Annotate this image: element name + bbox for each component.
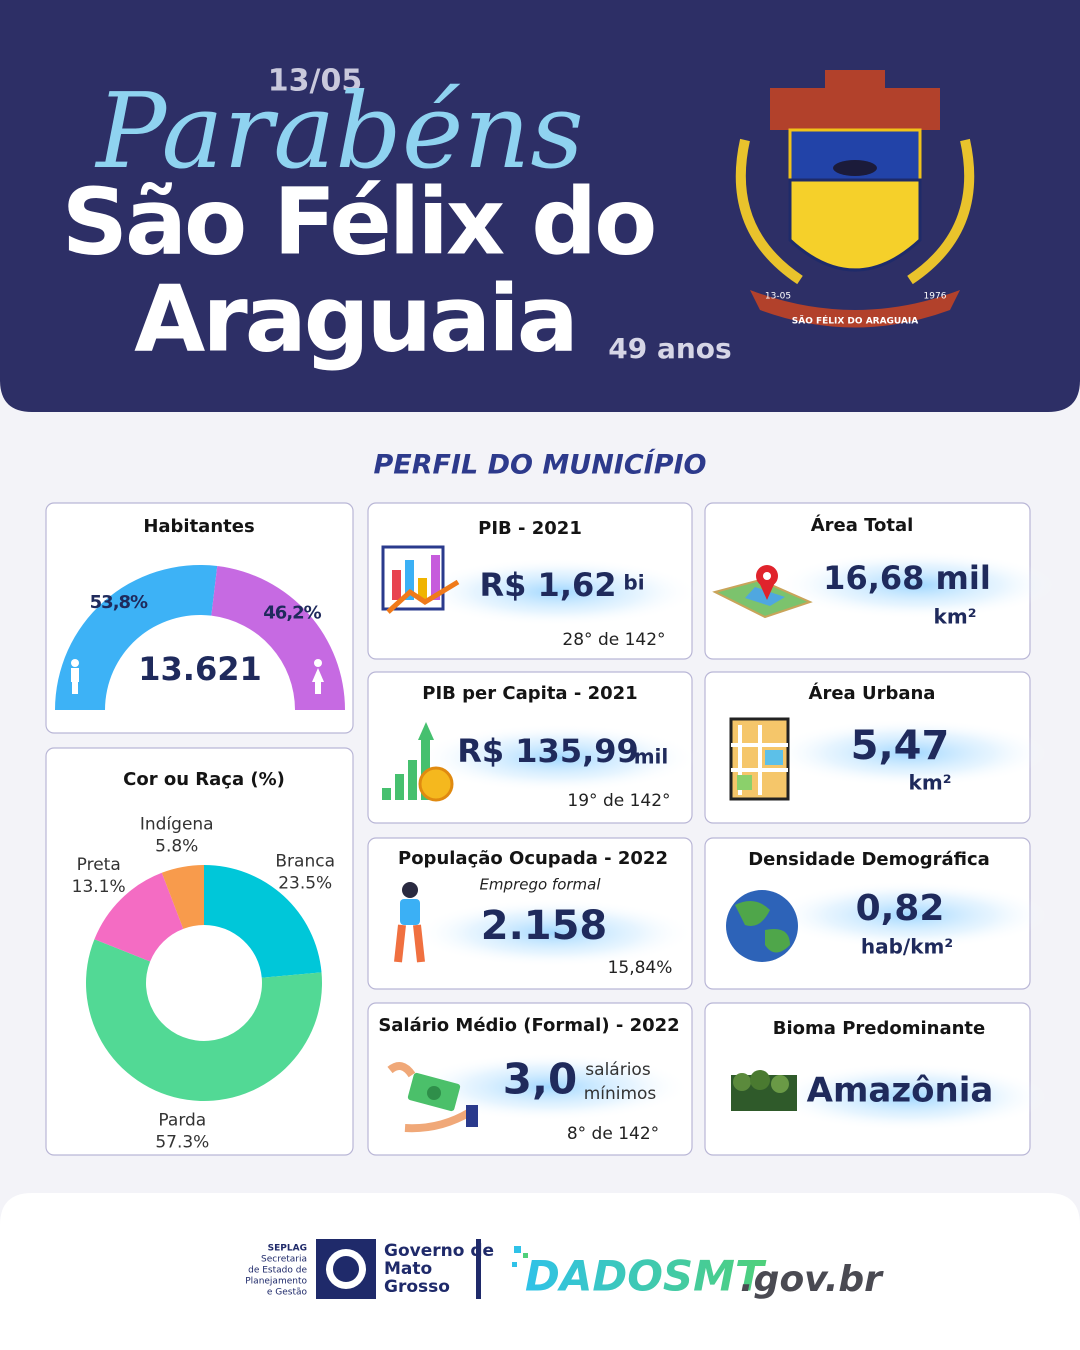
icon-person [315, 682, 321, 694]
governo-text: Grosso [384, 1277, 450, 1297]
card-title: População Ocupada - 2022 [398, 848, 668, 869]
donut-segment [204, 865, 322, 978]
icon-person [394, 882, 425, 963]
card-value: R$ 1,62 [480, 566, 617, 604]
site-suffix: .gov.br [740, 1259, 884, 1300]
value-label: 5.8% [155, 836, 198, 856]
card-title: Bioma Predominante [773, 1018, 985, 1039]
card-title: PIB per Capita - 2021 [422, 683, 637, 704]
site-main: DADOSMT [525, 1252, 767, 1301]
value-glow [414, 899, 694, 967]
donut-segment [94, 872, 184, 962]
dados-dots [512, 1246, 528, 1267]
donut-segment [161, 865, 204, 929]
icon-person [72, 682, 78, 694]
seplag-text: SEPLAG [268, 1244, 307, 1254]
card-rank: 8° de 142° [567, 1124, 659, 1144]
seplag-text: e Gestão [267, 1288, 308, 1298]
seplag-text: Planejamento [245, 1277, 307, 1287]
emblem-ribbon: SÃO FÉLIX DO ARAGUAIA [792, 315, 919, 327]
card-rank: 15,84% [608, 958, 673, 978]
value-glow [770, 719, 1050, 787]
card-habitantes [45, 502, 354, 734]
greeting: Parabéns [94, 70, 584, 192]
category-label: Preta [77, 855, 121, 875]
card-unit: bi [623, 571, 644, 595]
card-subtitle: Emprego formal [479, 876, 601, 894]
icon-globe [726, 890, 798, 962]
governo-text: Governo de [384, 1241, 494, 1261]
card-value: 16,68 mil [823, 559, 991, 597]
card-unit: km² [909, 771, 952, 795]
chart-title: Habitantes [143, 516, 254, 537]
card-title: Área Urbana [809, 682, 936, 704]
value-glow [770, 881, 1050, 949]
card-unit: mil [634, 745, 669, 769]
icon-person [312, 668, 324, 682]
emblem-right: 1976 [924, 292, 947, 302]
donut-segment [85, 939, 323, 1102]
value-label: 46,2% [263, 602, 321, 623]
icon-forest [731, 1070, 797, 1111]
governo-text: Mato [384, 1259, 432, 1279]
city-line2: Araguaia [134, 265, 576, 372]
category-label: Indígena [140, 814, 214, 834]
card-value: Amazônia [807, 1071, 994, 1111]
card-value: R$ 135,99 [457, 732, 639, 770]
card-title: Salário Médio (Formal) - 2022 [378, 1015, 679, 1036]
center-label: 13.621 [138, 650, 261, 688]
card-unit: km² [934, 605, 977, 629]
card-value: 5,47 [851, 723, 950, 769]
card-title: PIB - 2021 [478, 518, 582, 539]
emblem-left: 13-05 [765, 292, 791, 302]
value-label: 53,8% [90, 592, 148, 613]
icon-growth [382, 722, 454, 802]
icon-person [314, 659, 322, 667]
emblem: 13-05 1976 SÃO FÉLIX DO ARAGUAIA [735, 70, 975, 328]
icon-person [71, 668, 79, 682]
value-label: 23.5% [278, 873, 332, 893]
divider [476, 1239, 481, 1299]
category-label: Branca [275, 851, 335, 871]
value-label: 13.1% [72, 877, 126, 897]
half-donut-segment [211, 566, 345, 710]
age: 49 anos [608, 332, 731, 365]
card-value: 3,0 [503, 1055, 577, 1104]
card-rank: 19° de 142° [567, 791, 670, 811]
value-glow [410, 1053, 690, 1121]
icon-urban-map [729, 717, 790, 801]
footer-bg [0, 1193, 1080, 1350]
icon-map [712, 565, 813, 619]
value-glow [777, 551, 1057, 619]
city-line1: São Félix do [62, 168, 655, 275]
chart-title: Cor ou Raça (%) [123, 769, 285, 790]
value-glow [770, 1063, 1050, 1131]
card-rank: 28° de 142° [562, 630, 665, 650]
value-glow [418, 558, 698, 626]
card-title: Densidade Demográfica [748, 849, 990, 870]
section-title: PERFIL DO MUNICÍPIO [374, 449, 707, 481]
card-unit: salários [585, 1060, 651, 1080]
date: 13/05 [268, 64, 362, 99]
half-donut-segment [55, 565, 218, 710]
icon-chart [381, 545, 460, 614]
value-glow [418, 724, 698, 792]
card-unit: mínimos [584, 1084, 657, 1104]
seplag-text: de Estado de [248, 1266, 307, 1276]
value-label: 57.3% [155, 1132, 209, 1152]
category-label: Parda [158, 1110, 206, 1130]
card-value: 2.158 [481, 903, 608, 949]
card-unit: hab/km² [861, 935, 953, 959]
icon-money [387, 1062, 478, 1133]
seplag-text: Secretaria [261, 1255, 307, 1265]
card-title: Área Total [811, 514, 914, 536]
card-value: 0,82 [856, 888, 945, 929]
icon-person [71, 659, 79, 667]
